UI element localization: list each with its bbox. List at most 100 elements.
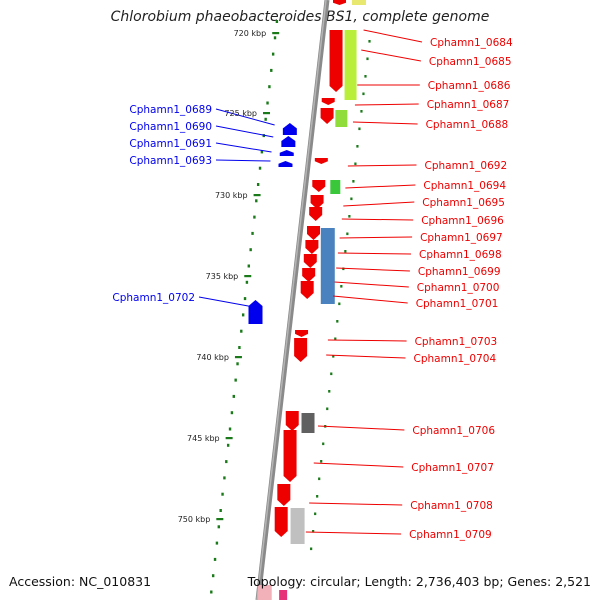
tick-mark bbox=[271, 52, 275, 56]
gene-label-right: Cphamn1_0696 bbox=[421, 215, 504, 227]
tick-mark bbox=[268, 85, 271, 89]
tick-mark bbox=[260, 150, 264, 154]
tick-mark bbox=[221, 492, 224, 496]
outer-tick-mark bbox=[320, 460, 323, 463]
gene-arrow bbox=[282, 123, 297, 135]
tick-mark bbox=[226, 443, 230, 447]
outer-tick-mark bbox=[334, 337, 337, 341]
tick-mark bbox=[251, 231, 254, 235]
genome-backbone bbox=[255, 0, 330, 600]
label-leader-line bbox=[336, 267, 410, 272]
gene-category-bar bbox=[330, 180, 341, 194]
tick-mark bbox=[213, 557, 217, 561]
major-tick bbox=[225, 437, 233, 440]
label-leader-line bbox=[332, 295, 408, 304]
label-leader-line bbox=[326, 354, 406, 359]
gene-label-right: Cphamn1_0692 bbox=[425, 160, 508, 172]
scale-ticks bbox=[210, 20, 371, 594]
tick-mark bbox=[215, 541, 219, 545]
major-tick bbox=[253, 194, 261, 197]
tick-mark bbox=[255, 199, 258, 203]
label-leader-line bbox=[352, 121, 418, 125]
label-leader-line bbox=[345, 184, 416, 189]
label-leader-line bbox=[215, 159, 271, 162]
label-leader-line bbox=[327, 339, 407, 342]
kbp-label: 750 kbp bbox=[178, 515, 211, 524]
topology-text: Topology: circular; Length: 2,736,403 bp… bbox=[247, 574, 591, 589]
major-tick bbox=[272, 32, 280, 35]
label-leader-line bbox=[361, 49, 421, 62]
kbp-label: 745 kbp bbox=[187, 434, 220, 443]
tick-mark bbox=[273, 36, 277, 40]
label-leader-line bbox=[317, 425, 405, 431]
label-leader-line bbox=[215, 142, 272, 153]
outer-tick-mark bbox=[310, 547, 313, 551]
gene-category-bar bbox=[257, 585, 272, 600]
gene-arrow bbox=[302, 268, 316, 282]
gene-label-right: Cphamn1_0703 bbox=[415, 336, 498, 348]
outer-tick-mark bbox=[330, 372, 333, 376]
outer-tick-mark bbox=[332, 355, 335, 358]
gene-label-left: Cphamn1_0690 bbox=[129, 121, 212, 133]
gene-category-bar bbox=[290, 508, 305, 544]
gene-arrow bbox=[279, 150, 294, 156]
label-leader-line bbox=[215, 125, 274, 138]
tick-mark bbox=[211, 574, 215, 578]
label-leader-line bbox=[334, 281, 409, 288]
gene-label-right: Cphamn1_0706 bbox=[412, 425, 495, 437]
gene-label-right: Cphamn1_0709 bbox=[409, 529, 492, 541]
gene-arrow bbox=[310, 195, 324, 209]
outer-tick-mark bbox=[326, 407, 329, 411]
tick-mark bbox=[232, 394, 235, 398]
tick-mark bbox=[241, 313, 245, 317]
outer-tick-mark bbox=[368, 40, 371, 43]
label-leader-line bbox=[215, 108, 275, 126]
gene-category-bar bbox=[320, 228, 335, 304]
gene-arrow bbox=[277, 484, 291, 506]
kbp-label: 725 kbp bbox=[224, 109, 257, 118]
tick-mark bbox=[210, 590, 213, 594]
gene-arrow bbox=[333, 0, 346, 5]
outer-tick-mark bbox=[338, 302, 341, 306]
gene-arrow bbox=[283, 430, 297, 482]
tick-mark bbox=[275, 20, 279, 23]
outer-tick-mark bbox=[360, 110, 363, 113]
genome-backbone-highlight bbox=[256, 0, 327, 600]
tick-mark bbox=[243, 297, 247, 301]
label-leader-line bbox=[313, 462, 404, 468]
tick-mark bbox=[270, 68, 273, 72]
gene-arrow bbox=[278, 161, 293, 167]
tick-mark bbox=[236, 362, 239, 366]
gene-label-right: Cphamn1_0704 bbox=[414, 353, 497, 365]
tick-mark bbox=[234, 378, 237, 382]
outer-tick-mark bbox=[314, 512, 317, 516]
tick-mark bbox=[266, 101, 269, 105]
outer-tick-mark bbox=[362, 92, 365, 96]
genome-title: Chlorobium phaeobacteroides BS1, complet… bbox=[110, 9, 490, 25]
outer-tick-mark bbox=[322, 442, 325, 446]
gene-label-right: Cphamn1_0708 bbox=[410, 500, 493, 512]
kbp-label: 735 kbp bbox=[206, 272, 239, 281]
gene-label-right: Cphamn1_0695 bbox=[422, 197, 505, 209]
gene-arrow bbox=[320, 108, 334, 124]
gene-label-right: Cphamn1_0697 bbox=[420, 232, 503, 244]
tick-mark bbox=[223, 476, 226, 480]
label-leader-line bbox=[363, 29, 423, 43]
tick-mark bbox=[219, 509, 222, 512]
label-leader-line bbox=[341, 218, 414, 221]
gene-arrow bbox=[314, 158, 328, 164]
gene-label-right: Cphamn1_0687 bbox=[427, 99, 510, 111]
kbp-labels: 720 kbp 725 kbp 730 kbp 735 kbp 740 kbp 745 k… bbox=[178, 29, 280, 524]
label-leader-line bbox=[354, 103, 419, 106]
gene-label-right: Cphamn1_0685 bbox=[429, 56, 512, 68]
label-leader-line bbox=[343, 201, 415, 207]
tick-mark bbox=[225, 460, 228, 464]
gene-label-left: Cphamn1_0702 bbox=[112, 292, 195, 304]
gene-label-right: Cphamn1_0686 bbox=[428, 80, 511, 92]
tick-mark bbox=[228, 427, 232, 431]
gene-arrow bbox=[321, 98, 335, 105]
gene-label-right: Cphamn1_0700 bbox=[417, 282, 500, 294]
outer-tick-mark bbox=[316, 495, 319, 498]
major-tick bbox=[244, 275, 252, 278]
gene-category-bar bbox=[335, 110, 348, 127]
